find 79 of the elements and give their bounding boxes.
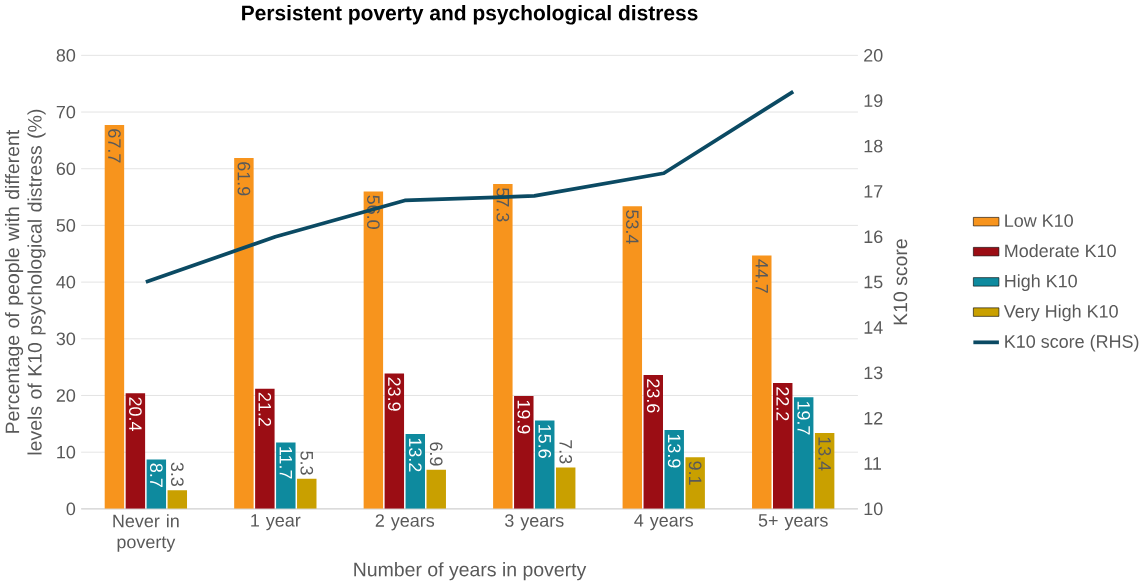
data-label: 44.7 (755, 259, 768, 293)
data-label: 20.4 (129, 397, 142, 431)
y-tick-label: 0 (66, 502, 76, 516)
bar (125, 393, 146, 509)
data-label: 61.9 (237, 162, 251, 196)
bar (793, 397, 814, 509)
bar (234, 157, 254, 509)
data-label: 9.1 (688, 461, 702, 485)
data-label: 13.2 (408, 438, 422, 472)
bar (514, 395, 534, 509)
y2-tick-label: 12 (864, 411, 883, 425)
bar (363, 191, 384, 509)
bar (555, 467, 576, 509)
y2-tick-label: 16 (864, 230, 883, 243)
bar (643, 374, 663, 509)
y2-tick-label: 11 (864, 457, 881, 470)
bar (384, 373, 405, 509)
y-tick-label: 70 (56, 105, 76, 119)
y-axis-title: Percentage of people with different levels of K10 psychological distress (%) (4, 109, 46, 455)
data-label: 67.7 (108, 129, 121, 163)
y2-tick-label: 19 (864, 94, 883, 107)
data-label: 6.9 (429, 442, 443, 466)
y-tick-label: 10 (57, 445, 76, 459)
x-tick-label: 1 year (251, 514, 301, 531)
bar (297, 478, 317, 509)
bar (167, 490, 188, 509)
data-label: 53.4 (625, 210, 639, 244)
data-label: 23.9 (387, 377, 401, 411)
y2-tick-label: 10 (864, 502, 883, 516)
x-tick-label: 2 years (375, 514, 435, 531)
x-tick-label: 3 years (505, 514, 564, 531)
bar (685, 457, 705, 509)
y2-tick-label: 15 (864, 275, 883, 289)
bar (255, 388, 275, 509)
data-label: 13.4 (818, 437, 831, 471)
data-label: 11.7 (279, 447, 292, 479)
y-tick-label: 60 (56, 162, 76, 175)
data-label: 13.9 (667, 434, 681, 468)
y-tick-label: 80 (56, 48, 76, 62)
bar (104, 124, 125, 509)
bar (493, 183, 513, 509)
bar (535, 420, 555, 509)
data-label: 15.6 (538, 424, 552, 458)
data-label: 23.6 (646, 379, 660, 413)
y-tick-label: 40 (56, 275, 76, 289)
y-tick-label: 50 (56, 218, 76, 232)
data-label: 8.7 (149, 463, 163, 487)
legend-label: K10 score (RHS) (1005, 334, 1139, 352)
data-label: 19.9 (517, 400, 531, 434)
data-label: 3.3 (170, 462, 184, 486)
y-tick-label: 30 (56, 332, 76, 346)
y2-tick-label: 17 (864, 185, 883, 198)
data-label: 57.3 (496, 187, 510, 222)
x-tick-label: 5+ years (758, 514, 828, 531)
bar (773, 382, 793, 509)
y2-tick-label: 20 (864, 48, 883, 62)
legend-label: Low K10 (1005, 214, 1073, 227)
bar (426, 469, 446, 509)
bar (752, 255, 772, 509)
y2-tick-label: 13 (864, 366, 883, 380)
legend-label: Very High K10 (1003, 304, 1118, 322)
data-label: 22.2 (776, 387, 789, 421)
bar (276, 442, 296, 509)
y2-tick-label: 14 (864, 321, 883, 334)
data-label: 19.7 (797, 401, 811, 435)
bar (622, 206, 643, 509)
legend-label: Moderate K10 (1005, 243, 1116, 258)
y2-axis-title: K10 score (893, 239, 908, 325)
data-label: 7.3 (559, 440, 573, 464)
y-tick-label: 20 (56, 389, 76, 402)
legend-label: High K10 (1005, 274, 1077, 291)
x-tick-label: 4 years (634, 514, 694, 531)
data-label: 5.3 (300, 451, 314, 475)
x-tick-label: Never in poverty (113, 514, 179, 552)
chart-title: Persistent poverty and psychological distress (242, 4, 698, 25)
y2-tick-label: 18 (864, 139, 883, 153)
bar (664, 429, 684, 509)
data-label: 21.2 (258, 392, 272, 426)
x-axis-title: Number of years in poverty (354, 561, 587, 581)
